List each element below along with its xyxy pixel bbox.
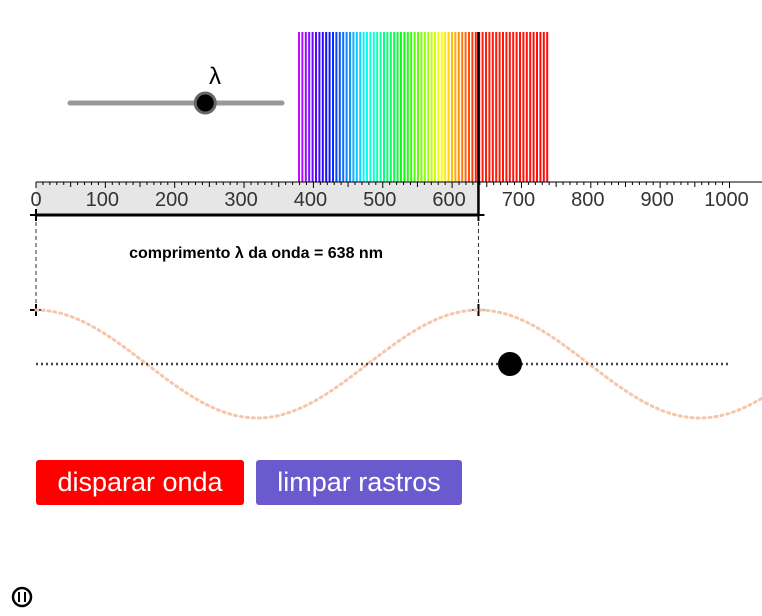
tick-label: 800 xyxy=(571,189,604,211)
tick-label: 1000 xyxy=(704,189,749,211)
tick-label: 0 xyxy=(30,189,41,211)
tick-label: 700 xyxy=(502,189,535,211)
tick-label: 500 xyxy=(363,189,396,211)
tick-label: 400 xyxy=(294,189,327,211)
caption: comprimento λ da onda = 638 nm xyxy=(129,245,383,262)
wave-trace xyxy=(34,308,762,420)
tick-label: 200 xyxy=(155,189,188,211)
fire-button[interactable]: disparar onda xyxy=(36,460,244,505)
clear-button[interactable]: limpar rastros xyxy=(256,460,462,505)
tick-label: 900 xyxy=(640,189,673,211)
measured-band xyxy=(36,182,479,215)
pause-icon[interactable] xyxy=(11,586,33,608)
tick-label: 300 xyxy=(224,189,257,211)
tick-label: 600 xyxy=(432,189,465,211)
slider-knob[interactable] xyxy=(193,91,217,115)
tick-label: 100 xyxy=(86,189,119,211)
slider-label: λ xyxy=(209,63,221,90)
particle xyxy=(498,352,522,376)
